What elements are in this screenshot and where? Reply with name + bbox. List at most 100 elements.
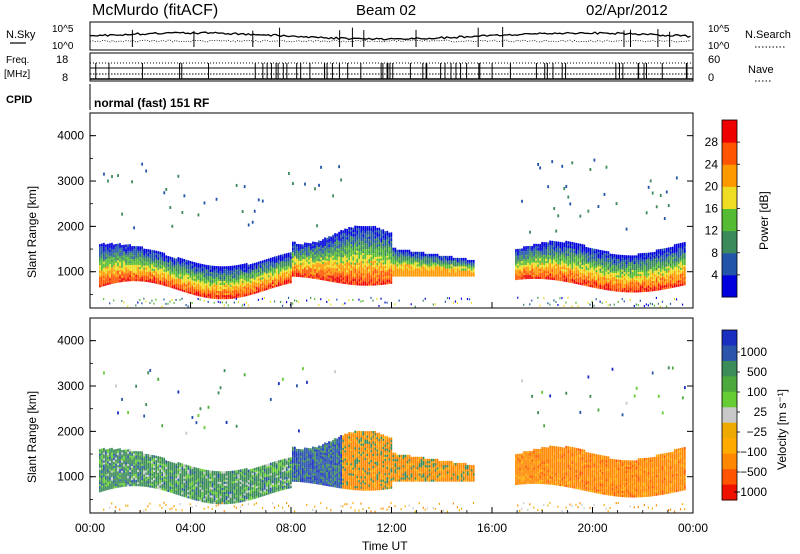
power-cell [370,264,373,268]
power-cell [255,282,258,286]
power-cell [143,248,145,252]
power-cell [340,248,342,251]
power-cell [263,288,266,291]
power-cell [161,270,164,274]
power-cell [169,206,172,210]
power-cell [133,248,135,251]
power-cell [356,227,359,231]
power-cell [384,269,387,273]
power-cell [141,264,143,268]
power-cell [332,251,334,254]
power-cell [589,168,592,172]
power-cell [181,289,184,292]
power-cell [360,277,363,280]
power-cell [334,275,336,279]
power-cell [261,282,264,286]
power-cell [378,270,381,273]
power-cell [105,244,107,247]
power-cell [314,254,316,257]
power-cell [127,305,129,308]
power-cell [123,277,125,280]
power-cell [380,262,383,265]
power-cell [322,259,324,262]
power-cell [364,258,367,262]
power-cell [105,258,107,262]
power-cell [155,264,158,268]
power-cell [165,283,168,287]
power-cell [344,271,346,274]
power-cell [300,256,302,259]
power-cell [394,303,396,306]
power-cell [153,256,156,259]
power-cell [185,259,188,263]
power-cell [607,304,609,307]
power-cell [193,270,196,273]
power-cell [336,274,338,277]
power-cell [344,261,346,264]
power-cell [191,281,194,285]
power-cell [127,279,129,282]
power-cell [117,268,119,271]
power-cell [292,272,294,275]
power-cell [312,270,314,273]
power-cell [235,267,238,270]
power-cell [249,280,252,283]
power-cell [330,279,332,282]
power-cell [259,281,262,284]
power-cell [561,164,564,168]
power-cell [135,268,137,271]
power-cell [255,274,258,277]
power-cell [251,273,254,277]
power-cell [171,259,174,262]
power-cell [191,263,194,266]
power-cell [131,274,133,278]
power-cell [143,273,145,276]
power-cell [203,288,206,292]
power-cell [302,244,304,247]
power-cell [251,275,254,279]
power-cell [169,281,172,284]
power-cell [292,257,294,261]
power-cell [131,248,133,251]
power-cell [221,272,224,275]
power-cell [251,271,254,275]
power-cell [565,301,567,304]
power-cell [123,244,125,248]
power-cell [161,282,164,286]
power-cell [344,249,346,252]
power-cell [324,255,326,259]
power-cell [326,264,328,267]
power-cell [135,252,137,255]
power-cell [219,292,222,296]
power-cell [165,273,168,277]
power-cell [169,285,172,288]
power-cell [348,263,350,267]
power-cell [324,263,326,267]
power-cell [332,253,334,256]
power-cell [261,297,264,300]
power-cell [163,264,166,268]
power-cell [111,267,113,270]
power-cell [352,270,355,273]
power-cell [225,294,228,298]
power-cell [376,260,379,263]
power-cell [233,279,236,283]
power-cell [109,247,111,250]
power-cell [203,276,206,280]
power-cell [316,268,318,272]
power-cell [237,264,240,268]
power-cell [386,273,389,277]
power-cell [308,247,310,250]
power-cell [384,241,387,244]
power-cell [338,252,340,255]
power-cell [137,256,139,259]
power-cell [229,292,232,295]
power-cell [438,255,441,259]
power-cell [312,268,314,271]
power-cell [155,277,158,280]
power-cell [163,298,165,301]
power-cell [101,276,103,279]
power-cell [221,292,224,296]
power-cell [326,268,328,271]
